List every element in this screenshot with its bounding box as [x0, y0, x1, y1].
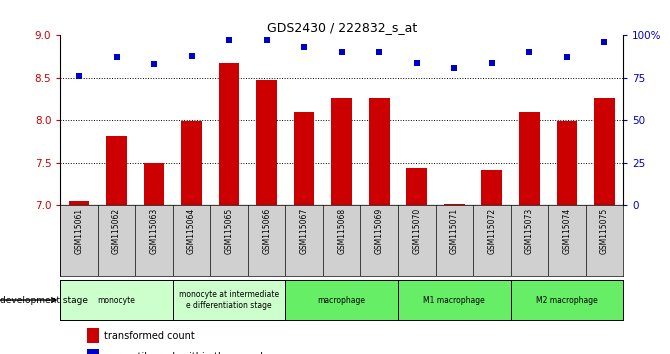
Text: GSM115072: GSM115072 [487, 207, 496, 253]
Point [524, 50, 535, 55]
Text: development stage: development stage [0, 296, 88, 304]
Bar [173, 280, 285, 320]
Bar [87, 349, 99, 354]
Text: M1 macrophage: M1 macrophage [423, 296, 485, 304]
Text: GSM115069: GSM115069 [375, 207, 384, 254]
Bar [285, 280, 398, 320]
Point [374, 50, 385, 55]
Text: GSM115075: GSM115075 [600, 207, 609, 254]
Bar [369, 98, 389, 205]
Point [561, 55, 572, 60]
Point [336, 50, 347, 55]
Point [486, 60, 497, 65]
Bar [594, 98, 614, 205]
Text: GSM115067: GSM115067 [299, 207, 309, 254]
Bar [219, 63, 239, 205]
Point [411, 60, 422, 65]
Text: GSM115073: GSM115073 [525, 207, 534, 254]
Bar [511, 280, 623, 320]
Bar [557, 121, 577, 205]
Text: GSM115064: GSM115064 [187, 207, 196, 254]
Bar [69, 201, 89, 205]
Text: GSM115065: GSM115065 [224, 207, 234, 254]
Bar [519, 112, 539, 205]
Point [299, 45, 310, 50]
Point [224, 38, 234, 43]
Bar [332, 98, 352, 205]
Bar [87, 328, 99, 343]
Text: GSM115063: GSM115063 [149, 207, 159, 254]
Text: GSM115062: GSM115062 [112, 207, 121, 253]
Text: GSM115066: GSM115066 [262, 207, 271, 254]
Point [186, 53, 197, 59]
Text: monocyte: monocyte [98, 296, 135, 304]
Bar [407, 168, 427, 205]
Text: macrophage: macrophage [318, 296, 366, 304]
Text: GSM115061: GSM115061 [74, 207, 84, 253]
Bar [182, 121, 202, 205]
Bar [257, 80, 277, 205]
Bar [107, 136, 127, 205]
Point [149, 62, 159, 67]
Text: monocyte at intermediate
e differentiation stage: monocyte at intermediate e differentiati… [179, 290, 279, 310]
Text: GSM115068: GSM115068 [337, 207, 346, 253]
Text: transformed count: transformed count [104, 331, 194, 341]
Bar [294, 112, 314, 205]
Text: GSM115074: GSM115074 [562, 207, 572, 254]
Point [261, 38, 272, 43]
Point [449, 65, 460, 70]
Title: GDS2430 / 222832_s_at: GDS2430 / 222832_s_at [267, 21, 417, 34]
Point [599, 39, 610, 45]
Text: percentile rank within the sample: percentile rank within the sample [104, 352, 269, 354]
Bar [398, 280, 511, 320]
Bar [482, 170, 502, 205]
Text: GSM115071: GSM115071 [450, 207, 459, 253]
Point [74, 73, 84, 79]
Bar [444, 204, 464, 205]
Text: GSM115070: GSM115070 [412, 207, 421, 254]
Bar [144, 163, 164, 205]
Point [111, 55, 122, 60]
Text: M2 macrophage: M2 macrophage [536, 296, 598, 304]
Bar [60, 280, 173, 320]
